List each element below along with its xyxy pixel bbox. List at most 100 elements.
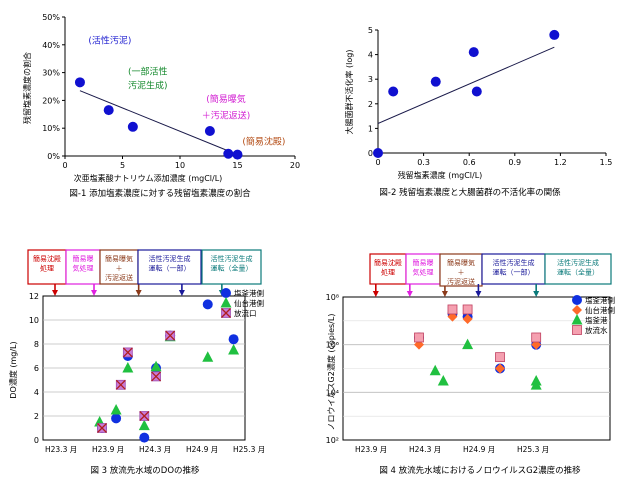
y-tick-label: 30% bbox=[42, 69, 60, 78]
legend-marker bbox=[572, 305, 582, 315]
phase-label: 活性汚泥生成 bbox=[493, 258, 535, 267]
y-tick-label: 0 bbox=[34, 436, 39, 445]
legend-label: 塩釜港 bbox=[585, 315, 608, 325]
y-tick-label: 12 bbox=[29, 292, 39, 301]
y-tick-label: 2 bbox=[368, 100, 373, 109]
data-point bbox=[388, 86, 399, 97]
data-point bbox=[223, 148, 234, 159]
data-point-x bbox=[97, 423, 107, 433]
legend-label: 仙台港側 bbox=[585, 305, 615, 315]
data-point bbox=[139, 432, 150, 443]
y-axis-label: DO濃度 (mg/L) bbox=[8, 341, 18, 398]
y-tick-label: 10⁸ bbox=[326, 293, 339, 302]
x-tick-label: H24.9 月 bbox=[186, 445, 218, 454]
phase-frame bbox=[137, 249, 202, 285]
phase-label: 処理 bbox=[40, 264, 54, 273]
y-tick-label: 6 bbox=[34, 364, 39, 373]
phase-frame bbox=[65, 249, 101, 285]
phase-label: 気処理 bbox=[73, 264, 94, 273]
data-point bbox=[138, 419, 150, 431]
x-tick-label: 5 bbox=[120, 161, 125, 170]
y-tick-label: 20% bbox=[42, 96, 60, 105]
legend-marker bbox=[571, 314, 583, 325]
phase-frame bbox=[405, 253, 441, 285]
data-point bbox=[122, 362, 134, 373]
y-tick-label: 4 bbox=[368, 51, 373, 60]
phase-frame bbox=[99, 249, 139, 285]
data-point bbox=[531, 332, 542, 343]
phase-label: ＋ bbox=[116, 265, 123, 273]
y-tick-label: 10⁴ bbox=[326, 388, 339, 397]
x-tick-label: 1.5 bbox=[600, 158, 613, 167]
legend-label: 放流水 bbox=[585, 325, 608, 335]
y-axis-label: ノロウイルスG2濃度 (copies/L) bbox=[326, 314, 336, 431]
phase-box: 簡易曝気 ＋汚泥返送 bbox=[99, 249, 142, 296]
x-tick-label: 0 bbox=[375, 158, 380, 167]
data-point-x bbox=[122, 347, 133, 358]
data-point bbox=[373, 148, 383, 158]
data-point bbox=[111, 413, 122, 424]
data-point bbox=[429, 364, 441, 376]
phase-label: 運転（全量） bbox=[211, 264, 253, 273]
y-axis-label: 残留塩素濃度の割合 bbox=[22, 52, 32, 124]
legend-marker bbox=[572, 295, 582, 305]
data-point bbox=[150, 360, 162, 372]
legend-label: 放流口 bbox=[234, 308, 257, 318]
x-tick-label: 10 bbox=[175, 161, 185, 170]
y-tick-label: 8 bbox=[34, 340, 39, 349]
x-tick-label: 0.3 bbox=[417, 158, 430, 167]
x-tick-label: H24.3 月 bbox=[409, 445, 441, 454]
legend-marker bbox=[220, 297, 232, 308]
y-tick-label: 1 bbox=[368, 124, 373, 133]
data-point-x bbox=[115, 379, 126, 390]
y-tick-label: 10⁶ bbox=[326, 341, 339, 350]
chart-caption: 図-2 残留塩素濃度と大腸菌群の不活化率の関係 bbox=[379, 187, 561, 198]
data-point bbox=[414, 332, 424, 343]
phase-arrowhead bbox=[406, 291, 413, 297]
legend-marker bbox=[572, 325, 582, 335]
phase-label: 汚泥返送 bbox=[447, 277, 475, 286]
phase-frame bbox=[481, 253, 546, 285]
data-point bbox=[228, 344, 240, 355]
annotation: 汚泥生成) bbox=[128, 80, 168, 92]
data-point bbox=[437, 374, 449, 386]
data-point-x bbox=[151, 371, 162, 382]
data-point bbox=[471, 86, 482, 97]
phase-box: 簡易曝気 ＋汚泥返送 bbox=[439, 253, 483, 297]
phase-frame bbox=[544, 253, 612, 285]
phase-label: 簡易沈殿 bbox=[374, 258, 402, 267]
y-tick-label: 2 bbox=[34, 412, 39, 421]
x-tick-label: 15 bbox=[232, 161, 242, 170]
phase-label: 活性汚泥生成 bbox=[557, 258, 599, 267]
phase-frame bbox=[369, 253, 407, 285]
phase-label: 処理 bbox=[381, 268, 395, 277]
phase-arrowhead bbox=[52, 290, 58, 296]
legend-label: 塩釜港側 bbox=[585, 295, 615, 305]
y-axis-label: 大腸菌群不活化率 (log) bbox=[344, 50, 354, 135]
annotation: (活性汚泥) bbox=[88, 34, 131, 46]
annotation: (簡易沈殿) bbox=[242, 136, 285, 148]
phase-arrowhead bbox=[475, 291, 482, 297]
x-tick-label: 20 bbox=[290, 161, 300, 170]
y-tick-label: 40% bbox=[42, 41, 60, 50]
x-tick-label: 0.9 bbox=[508, 158, 521, 167]
data-point bbox=[495, 352, 505, 363]
data-point bbox=[74, 77, 85, 88]
phase-label: 活性汚泥生成 bbox=[149, 254, 191, 263]
phase-frame bbox=[201, 249, 262, 285]
data-point bbox=[202, 299, 213, 310]
chart-2: 0 1 2 3 4 5 0 0.3 0.6 0.9 1.2 1.5 残留塩素濃度 (mgCl/L) 大腸菌… bbox=[344, 26, 612, 198]
data-point bbox=[530, 379, 542, 390]
legend-label: 塩釜港側 bbox=[234, 288, 264, 298]
data-point bbox=[462, 338, 474, 350]
x-tick-label: 0 bbox=[62, 161, 67, 170]
x-tick-label: 1.2 bbox=[554, 158, 567, 167]
